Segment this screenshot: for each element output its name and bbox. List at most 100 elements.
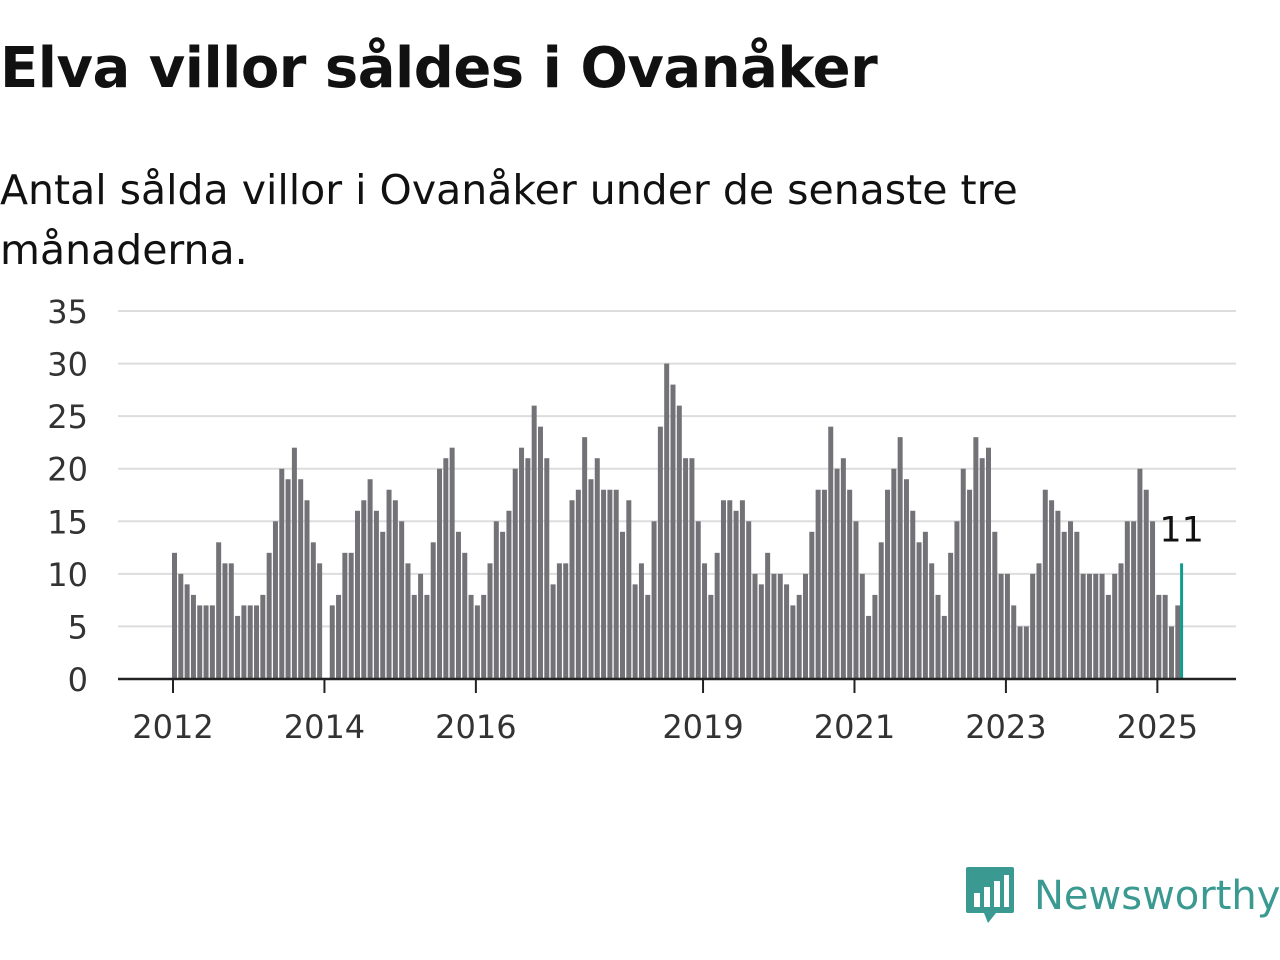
- bar: [1068, 521, 1074, 679]
- bar: [1112, 573, 1118, 679]
- bar: [254, 605, 260, 679]
- bar: [702, 563, 708, 679]
- bar: [1055, 510, 1061, 679]
- bar: [897, 437, 903, 679]
- bar: [1093, 573, 1099, 679]
- bar: [935, 594, 941, 679]
- bar: [418, 573, 424, 679]
- bar: [519, 447, 525, 679]
- y-tick-label: 0: [68, 661, 88, 699]
- bar: [285, 479, 291, 679]
- bar: [708, 594, 714, 679]
- bar: [1175, 605, 1181, 679]
- bar: [695, 521, 701, 679]
- bar: [216, 542, 222, 679]
- bar: [910, 510, 916, 679]
- bar: [960, 468, 966, 679]
- bar: [178, 573, 184, 679]
- bar: [241, 605, 247, 679]
- bar: [601, 489, 607, 679]
- bar: [354, 510, 360, 679]
- bar: [336, 594, 342, 679]
- newsworthy-brand: Newsworthy: [964, 864, 1280, 928]
- bar: [222, 563, 228, 679]
- bar: [922, 531, 928, 679]
- bar: [544, 458, 550, 679]
- bar: [512, 468, 518, 679]
- bar: [670, 384, 676, 679]
- bar: [664, 363, 670, 679]
- bar: [1011, 605, 1017, 679]
- bar: [872, 594, 878, 679]
- bar: [399, 521, 405, 679]
- bar: [613, 489, 619, 679]
- x-axis-ticks: 2012 2014 2016 2019 2021 2023 2025: [132, 679, 1198, 746]
- bar: [260, 594, 266, 679]
- bar: [1124, 521, 1130, 679]
- bar: [733, 510, 739, 679]
- bar: [462, 552, 468, 679]
- bar: [1105, 594, 1111, 679]
- x-tick-label: 2012: [132, 708, 213, 746]
- bar: [1061, 531, 1067, 679]
- bar: [582, 437, 588, 679]
- y-tick-label: 5: [68, 608, 88, 646]
- bar: [411, 594, 417, 679]
- bar: [752, 573, 758, 679]
- bar: [979, 458, 985, 679]
- bar: [891, 468, 897, 679]
- x-tick-label: 2025: [1117, 708, 1198, 746]
- bar: [626, 500, 632, 679]
- bar: [916, 542, 922, 679]
- bar: [235, 615, 241, 679]
- bar: [784, 584, 790, 679]
- bar: [727, 500, 733, 679]
- bar: [310, 542, 316, 679]
- y-tick-label: 15: [47, 503, 88, 541]
- bar: [594, 458, 600, 679]
- bar: [430, 542, 436, 679]
- bar: [367, 479, 373, 679]
- bar: [405, 563, 411, 679]
- bar: [771, 573, 777, 679]
- bar: [1162, 594, 1168, 679]
- bar: [1049, 500, 1055, 679]
- bar: [424, 594, 430, 679]
- bar: [651, 521, 657, 679]
- bar: [443, 458, 449, 679]
- bar: [531, 405, 537, 679]
- bar: [525, 458, 531, 679]
- bar: [853, 521, 859, 679]
- bar: [537, 426, 543, 679]
- bar: [809, 531, 815, 679]
- bar: [967, 489, 973, 679]
- bar: [815, 489, 821, 679]
- bar: [172, 552, 177, 679]
- y-tick-label: 25: [47, 398, 88, 436]
- bar: [228, 563, 234, 679]
- bar: [929, 563, 935, 679]
- bar: [474, 605, 480, 679]
- bar: [941, 615, 947, 679]
- bar: [569, 500, 575, 679]
- bar: [1099, 573, 1105, 679]
- bar: [1168, 626, 1174, 679]
- bar: [765, 552, 771, 679]
- bar: [304, 500, 310, 679]
- bar: [777, 573, 783, 679]
- bar: [1118, 563, 1124, 679]
- bar: [840, 458, 846, 679]
- bar: [209, 605, 215, 679]
- bar: [803, 573, 808, 679]
- bar: [847, 489, 853, 679]
- bar: [903, 479, 909, 679]
- brand-name: Newsworthy: [1034, 873, 1280, 919]
- bar: [645, 594, 651, 679]
- bar: [954, 521, 960, 679]
- bar: [998, 573, 1004, 679]
- x-tick-label: 2021: [814, 708, 895, 746]
- bar: [1030, 573, 1036, 679]
- bar: [493, 521, 499, 679]
- bar: [437, 468, 443, 679]
- bar: [758, 584, 764, 679]
